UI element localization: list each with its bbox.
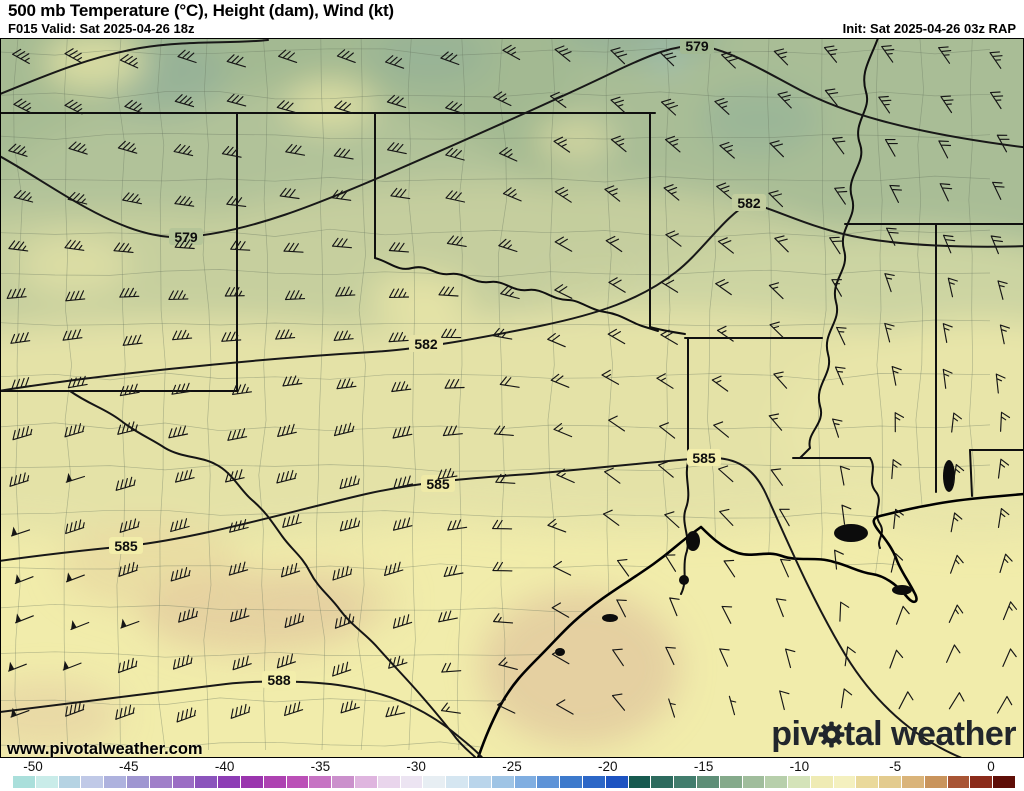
- temperature-shading: [0, 38, 1024, 750]
- valid-time-label: F015 Valid: Sat 2025-04-26 18z: [8, 21, 195, 36]
- colorbar-tick: -25: [502, 759, 522, 774]
- colorbar-swatch: [354, 776, 377, 788]
- colorbar-swatch: [332, 776, 354, 788]
- colorbar-swatch: [446, 776, 468, 788]
- colorbar-swatch: [104, 776, 126, 788]
- colorbar-tick: -45: [119, 759, 139, 774]
- colorbar-swatch: [742, 776, 765, 788]
- init-time-label: Init: Sat 2025-04-26 03z RAP: [842, 21, 1016, 36]
- colorbar-swatch: [172, 776, 195, 788]
- colorbar-swatch: [240, 776, 263, 788]
- colorbar-swatch: [696, 776, 719, 788]
- gear-icon: [818, 718, 845, 757]
- colorbar-tick: -10: [789, 759, 810, 774]
- colorbar-swatch: [286, 776, 309, 788]
- colorbar-tick: -30: [406, 759, 426, 774]
- contour-labels: 579 579 582 582 585 585 585 588: [109, 38, 766, 688]
- colorbar-swatch: [218, 776, 240, 788]
- colorbar-swatch: [719, 776, 742, 788]
- height-contour-label: 579: [685, 38, 709, 54]
- temperature-colorbar: -50 -45 -40 -35 -30 -25 -20 -15 -10 -5 0: [0, 758, 1024, 791]
- height-contour-label: 582: [737, 195, 761, 211]
- logo-text-left: piv: [771, 714, 819, 753]
- height-contour-label: 579: [174, 229, 198, 245]
- colorbar-swatch: [674, 776, 696, 788]
- colorbar-swatch: [560, 776, 582, 788]
- chart-title: 500 mb Temperature (°C), Height (dam), W…: [8, 1, 394, 20]
- colorbar-swatch: [924, 776, 947, 788]
- colorbar-swatch: [35, 776, 58, 788]
- colorbar-swatch: [309, 776, 332, 788]
- colorbar-tick: -15: [693, 759, 714, 774]
- colorbar-swatch: [263, 776, 286, 788]
- colorbar-swatch: [423, 776, 446, 788]
- colorbar-swatch: [879, 776, 902, 788]
- coastline-and-rivers: [69, 390, 1024, 758]
- colorbar-swatch: [765, 776, 788, 788]
- state-borders: [0, 38, 1024, 595]
- colorbar-tick: -40: [214, 759, 235, 774]
- colorbar-swatch: [947, 776, 970, 788]
- colorbar-tick: -50: [23, 759, 43, 774]
- chart-header: 500 mb Temperature (°C), Height (dam), W…: [0, 0, 1024, 38]
- wind-barbs: [6, 44, 1018, 723]
- pivotal-weather-logo: piv tal weather: [771, 712, 1016, 756]
- colorbar-swatch: [970, 776, 993, 788]
- colorbar-swatch: [788, 776, 810, 788]
- colorbar-tick: 0: [987, 759, 995, 774]
- colorbar-swatch: [537, 776, 560, 788]
- colorbar-swatch: [195, 776, 218, 788]
- colorbar-swatch: [491, 776, 514, 788]
- colorbar-swatch: [468, 776, 491, 788]
- height-contour-label: 585: [692, 450, 716, 466]
- colorbar-tick: -35: [310, 759, 331, 774]
- colorbar-tick-labels: -50 -45 -40 -35 -30 -25 -20 -15 -10 -5 0: [0, 759, 1024, 774]
- colorbar-swatch: [856, 776, 879, 788]
- colorbar-swatch: [400, 776, 423, 788]
- watermark-url: www.pivotalweather.com: [7, 740, 203, 758]
- colorbar-swatch: [810, 776, 833, 788]
- logo-text-right: tal weather: [843, 714, 1017, 753]
- colorbar-swatch: [126, 776, 149, 788]
- forecast-map: 579 579 582 582 585 585 585 588: [0, 38, 1024, 758]
- colorbar-swatch: [377, 776, 400, 788]
- height-contour-label: 585: [426, 476, 450, 492]
- colorbar-swatch: [605, 776, 628, 788]
- colorbar-swatch: [628, 776, 651, 788]
- colorbar-swatch: [58, 776, 81, 788]
- colorbar-swatch: [902, 776, 924, 788]
- height-contour-label: 582: [414, 336, 438, 352]
- colorbar-swatch: [833, 776, 856, 788]
- colorbar-swatch: [651, 776, 674, 788]
- colorbar-swatch: [582, 776, 605, 788]
- colorbar-tick: -5: [889, 759, 902, 774]
- colorbar-swatch: [993, 776, 1016, 788]
- colorbar-swatch: [514, 776, 537, 788]
- height-contour-label: 585: [114, 538, 138, 554]
- height-contour-label: 588: [267, 672, 291, 688]
- colorbar-tick: -20: [598, 759, 618, 774]
- colorbar-swatches: [13, 776, 1016, 788]
- colorbar-swatch: [149, 776, 172, 788]
- colorbar-swatch: [81, 776, 104, 788]
- colorbar-swatch: [13, 776, 35, 788]
